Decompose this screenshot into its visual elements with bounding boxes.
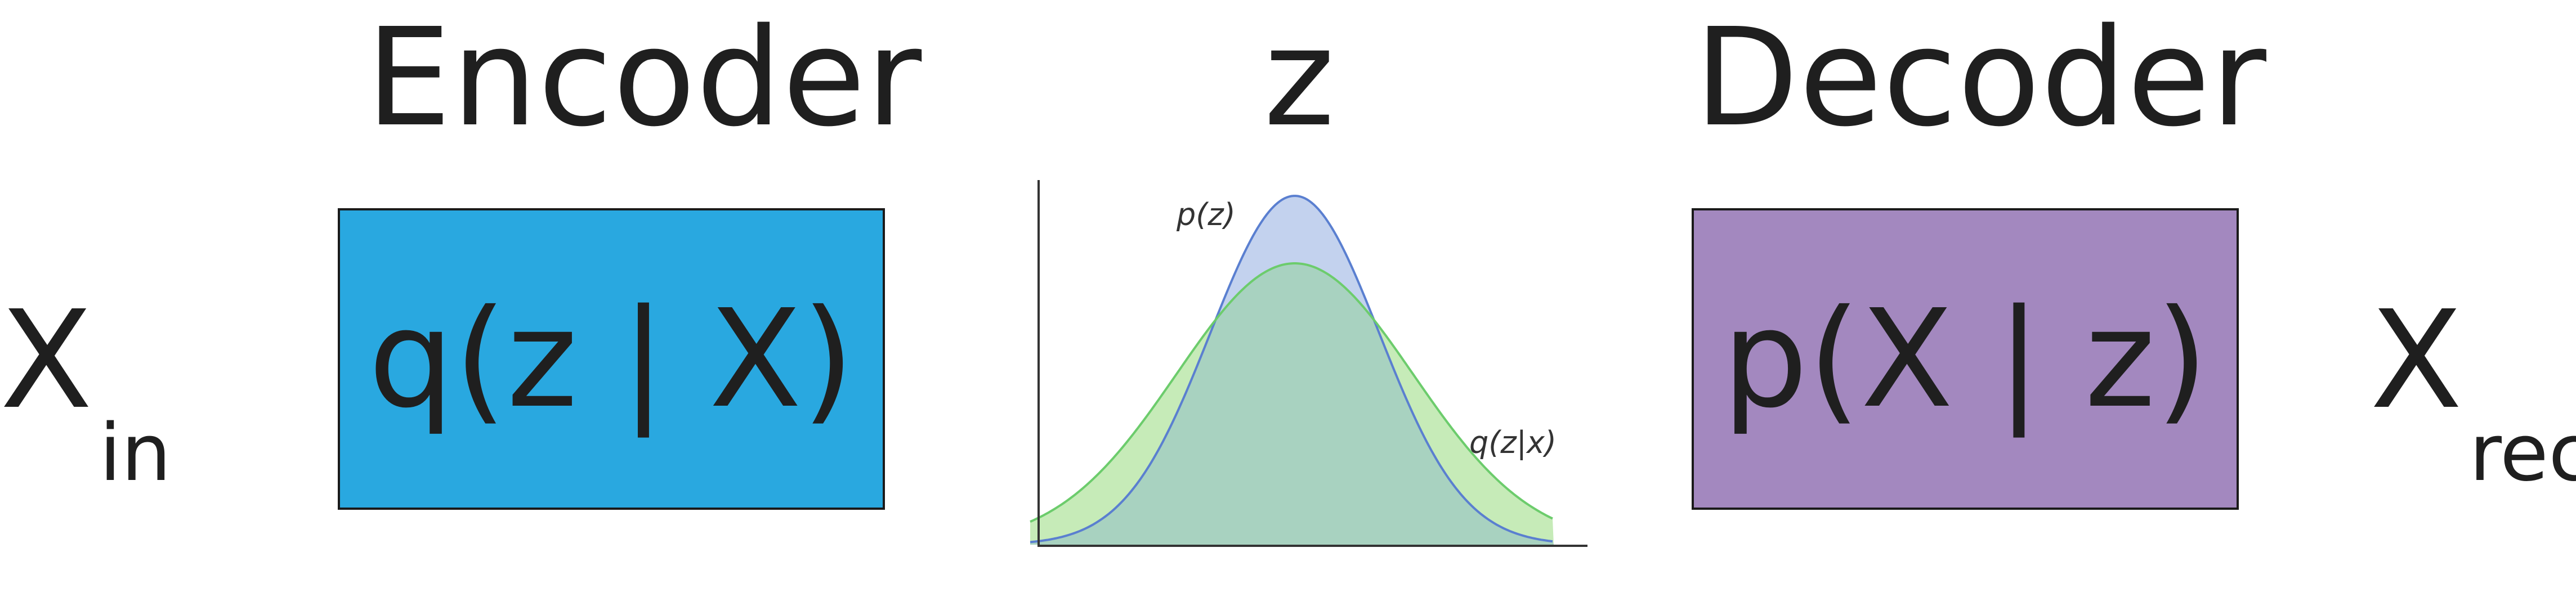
encoder-box: q(z | X) [338,208,885,510]
prior-label: p(z) [1176,197,1236,232]
input-subscript: in [99,407,172,499]
decoder-label: p(X | z) [1722,280,2208,438]
output-subscript: rec [2469,407,2576,499]
encoder-label: q(z | X) [368,280,855,438]
input-symbol: X [0,281,93,439]
output-symbol: X [2370,281,2463,439]
output-variable: Xrec [2370,293,2576,493]
encoder-heading: Encoder [366,0,923,156]
decoder-box: p(X | z) [1692,208,2239,510]
prior-curve [1030,195,1553,544]
decoder-heading: Decoder [1694,0,2267,156]
latent-heading: z [1264,0,1335,156]
posterior-label: q(z|x) [1469,425,1557,460]
posterior-curve [1030,262,1553,523]
overlap-area [1030,263,1554,545]
latent-distribution-plot: p(z) q(z|x) [1030,180,1587,547]
input-variable: Xin [0,293,171,493]
